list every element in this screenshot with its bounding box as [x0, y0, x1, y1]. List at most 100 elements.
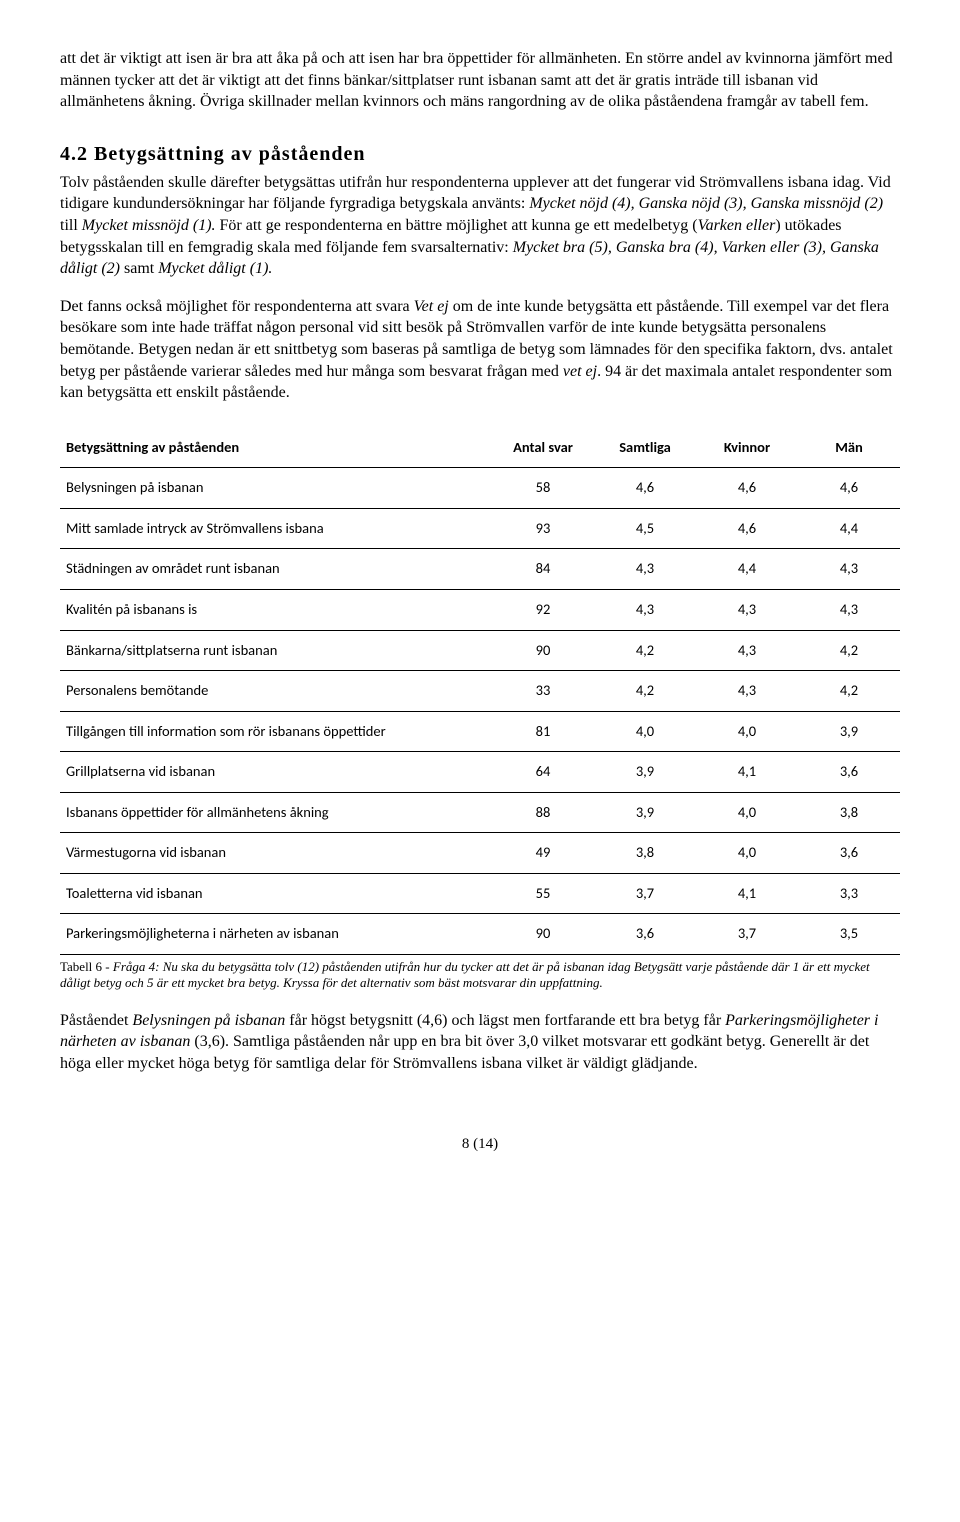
intro-paragraph: att det är viktigt att isen är bra att å…	[60, 48, 900, 113]
table-row: Tillgången till information som rör isba…	[60, 711, 900, 752]
page-number: 8 (14)	[60, 1134, 900, 1154]
text-italic: Vet ej	[414, 298, 453, 315]
table-cell: 3,9	[798, 711, 900, 752]
text-italic: Mycket nöjd (4), Ganska nöjd (3), Ganska…	[529, 195, 883, 212]
table-cell: 3,9	[594, 752, 696, 793]
table-cell: 88	[492, 792, 594, 833]
table-cell: 4,6	[696, 468, 798, 509]
table-row: Värmestugorna vid isbanan493,84,03,6	[60, 833, 900, 874]
table-cell: 92	[492, 589, 594, 630]
text: får högst betygsnitt (4,6) och lägst men…	[289, 1012, 725, 1029]
table-caption: Tabell 6 - Fråga 4: Nu ska du betygsätta…	[60, 959, 900, 992]
table-cell: 4,1	[696, 873, 798, 914]
table-row: Toaletterna vid isbanan553,74,13,3	[60, 873, 900, 914]
table-cell: Parkeringsmöjligheterna i närheten av is…	[60, 914, 492, 955]
text: Det fanns också möjlighet för respondent…	[60, 298, 414, 315]
table-cell: Personalens bemötande	[60, 671, 492, 712]
table-cell: 3,8	[594, 833, 696, 874]
table-cell: 4,6	[696, 508, 798, 549]
caption-label: Tabell 6 -	[60, 959, 113, 974]
table-cell: 55	[492, 873, 594, 914]
table-row: Belysningen på isbanan584,64,64,6	[60, 468, 900, 509]
conclusion-paragraph: Påståendet Belysningen på isbanan får hö…	[60, 1010, 900, 1075]
table-cell: Värmestugorna vid isbanan	[60, 833, 492, 874]
table-cell: Toaletterna vid isbanan	[60, 873, 492, 914]
table-cell: 4,2	[798, 671, 900, 712]
table-cell: Kvalitén på isbanans is	[60, 589, 492, 630]
text-italic: vet ej	[563, 363, 597, 380]
table-row: Parkeringsmöjligheterna i närheten av is…	[60, 914, 900, 955]
table-cell: 3,3	[798, 873, 900, 914]
text-italic: Mycket dåligt (1).	[158, 260, 272, 277]
table-row: Bänkarna/sittplatserna runt isbanan904,2…	[60, 630, 900, 671]
table-cell: 4,4	[798, 508, 900, 549]
table-cell: 4,4	[696, 549, 798, 590]
table-cell: 3,5	[798, 914, 900, 955]
table-cell: 4,3	[594, 589, 696, 630]
table-cell: 4,2	[594, 671, 696, 712]
table-cell: 4,3	[594, 549, 696, 590]
col-header: Män	[798, 428, 900, 468]
table-row: Personalens bemötande334,24,34,2	[60, 671, 900, 712]
col-header: Antal svar	[492, 428, 594, 468]
text-italic: Belysningen på isbanan	[132, 1012, 289, 1029]
ratings-table: Betygsättning av påståenden Antal svar S…	[60, 428, 900, 955]
table-cell: 4,0	[696, 833, 798, 874]
table-cell: 33	[492, 671, 594, 712]
table-row: Kvalitén på isbanans is924,34,34,3	[60, 589, 900, 630]
table-cell: 4,1	[696, 752, 798, 793]
table-cell: 3,9	[594, 792, 696, 833]
table-cell: 3,6	[798, 752, 900, 793]
text-italic: Varken eller	[698, 217, 776, 234]
table-cell: Tillgången till information som rör isba…	[60, 711, 492, 752]
col-header: Kvinnor	[696, 428, 798, 468]
method-paragraph-1: Tolv påståenden skulle därefter betygsät…	[60, 172, 900, 280]
table-cell: 90	[492, 630, 594, 671]
col-header: Samtliga	[594, 428, 696, 468]
table-cell: 3,6	[594, 914, 696, 955]
table-cell: 81	[492, 711, 594, 752]
table-cell: 4,6	[594, 468, 696, 509]
table-cell: 49	[492, 833, 594, 874]
table-cell: 3,8	[798, 792, 900, 833]
method-paragraph-2: Det fanns också möjlighet för respondent…	[60, 296, 900, 404]
table-cell: 3,6	[798, 833, 900, 874]
table-cell: Mitt samlade intryck av Strömvallens isb…	[60, 508, 492, 549]
table-cell: 4,2	[594, 630, 696, 671]
table-cell: 84	[492, 549, 594, 590]
text: För att ge respondenterna en bättre möjl…	[220, 217, 698, 234]
text: Påståendet	[60, 1012, 132, 1029]
table-cell: 4,3	[696, 630, 798, 671]
table-cell: 4,2	[798, 630, 900, 671]
table-row: Grillplatserna vid isbanan643,94,13,6	[60, 752, 900, 793]
table-row: Mitt samlade intryck av Strömvallens isb…	[60, 508, 900, 549]
table-cell: Belysningen på isbanan	[60, 468, 492, 509]
table-row: Isbanans öppettider för allmänhetens åkn…	[60, 792, 900, 833]
text: till	[60, 217, 82, 234]
table-cell: 4,5	[594, 508, 696, 549]
table-cell: 4,3	[696, 671, 798, 712]
table-cell: 58	[492, 468, 594, 509]
table-cell: Grillplatserna vid isbanan	[60, 752, 492, 793]
table-cell: 4,0	[696, 792, 798, 833]
table-cell: Isbanans öppettider för allmänhetens åkn…	[60, 792, 492, 833]
text-italic: Mycket missnöjd (1).	[82, 217, 220, 234]
table-cell: 4,3	[798, 549, 900, 590]
table-header-row: Betygsättning av påståenden Antal svar S…	[60, 428, 900, 468]
table-cell: 4,0	[594, 711, 696, 752]
table-cell: 3,7	[696, 914, 798, 955]
caption-text: Fråga 4: Nu ska du betygsätta tolv (12) …	[60, 959, 870, 990]
table-cell: 4,0	[696, 711, 798, 752]
table-cell: 4,3	[798, 589, 900, 630]
table-cell: 3,7	[594, 873, 696, 914]
table-cell: 4,3	[696, 589, 798, 630]
table-row: Städningen av området runt isbanan844,34…	[60, 549, 900, 590]
col-header: Betygsättning av påståenden	[60, 428, 492, 468]
table-cell: 93	[492, 508, 594, 549]
table-cell: 90	[492, 914, 594, 955]
table-cell: Bänkarna/sittplatserna runt isbanan	[60, 630, 492, 671]
table-cell: 64	[492, 752, 594, 793]
section-heading: 4.2 Betygsättning av påståenden	[60, 141, 900, 168]
table-cell: 4,6	[798, 468, 900, 509]
text: samt	[124, 260, 158, 277]
